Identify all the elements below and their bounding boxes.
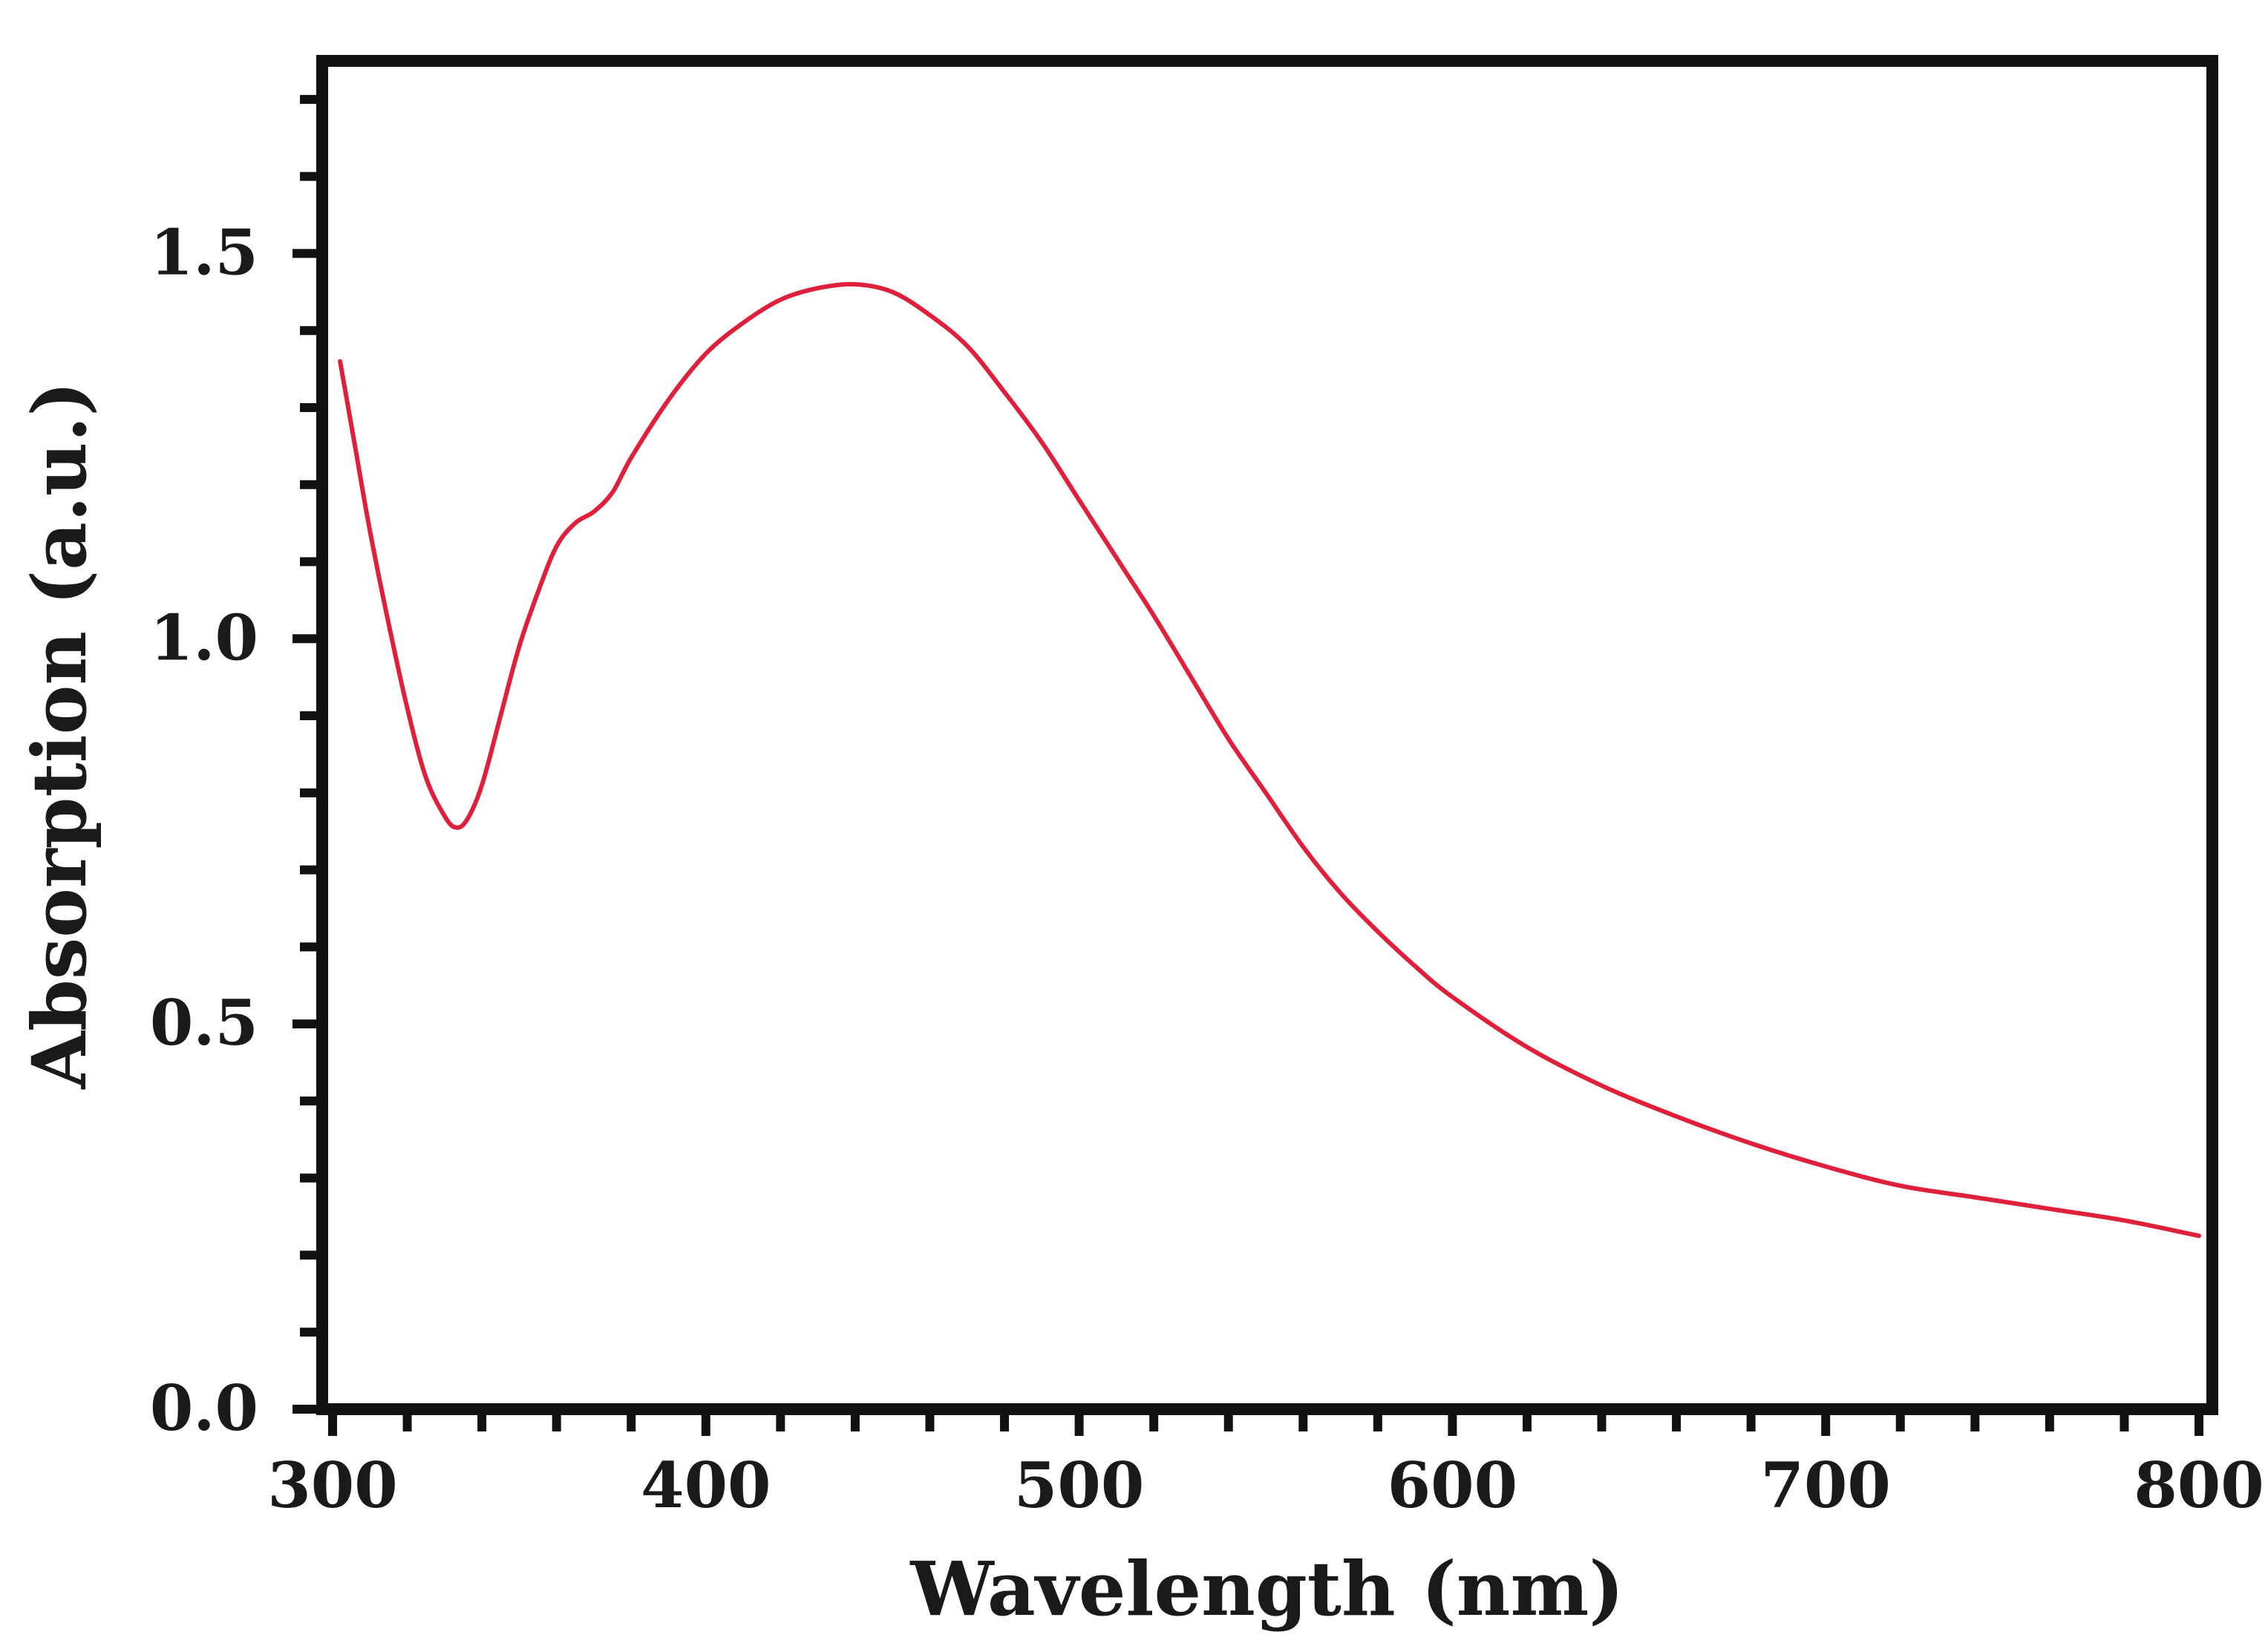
y-tick-label: 1.5 [150,215,258,289]
x-tick-label: 800 [2134,1449,2264,1522]
absorption-series-line [338,281,2201,1238]
x-tick-label: 600 [1388,1449,1517,1522]
x-tick-label: 700 [1761,1449,1891,1522]
y-axis-title: Absorption (a.u.) [16,381,103,1089]
tick-marks [293,94,2203,1436]
x-axis-title: Wavelength (nm) [909,1545,1624,1633]
series-group [338,281,2201,1238]
x-tick-label: 300 [267,1449,397,1522]
x-tick-label: 500 [1014,1449,1144,1522]
y-tick-label: 1.0 [150,601,258,674]
x-tick-label: 400 [641,1449,771,1522]
plot-frame [316,55,2218,1415]
tick-labels: 300 400 500 600 700 800 0.0 0.5 1.0 1.5 [150,215,2264,1522]
y-tick-label: 0.0 [150,1371,258,1445]
y-tick-label: 0.5 [150,986,258,1059]
